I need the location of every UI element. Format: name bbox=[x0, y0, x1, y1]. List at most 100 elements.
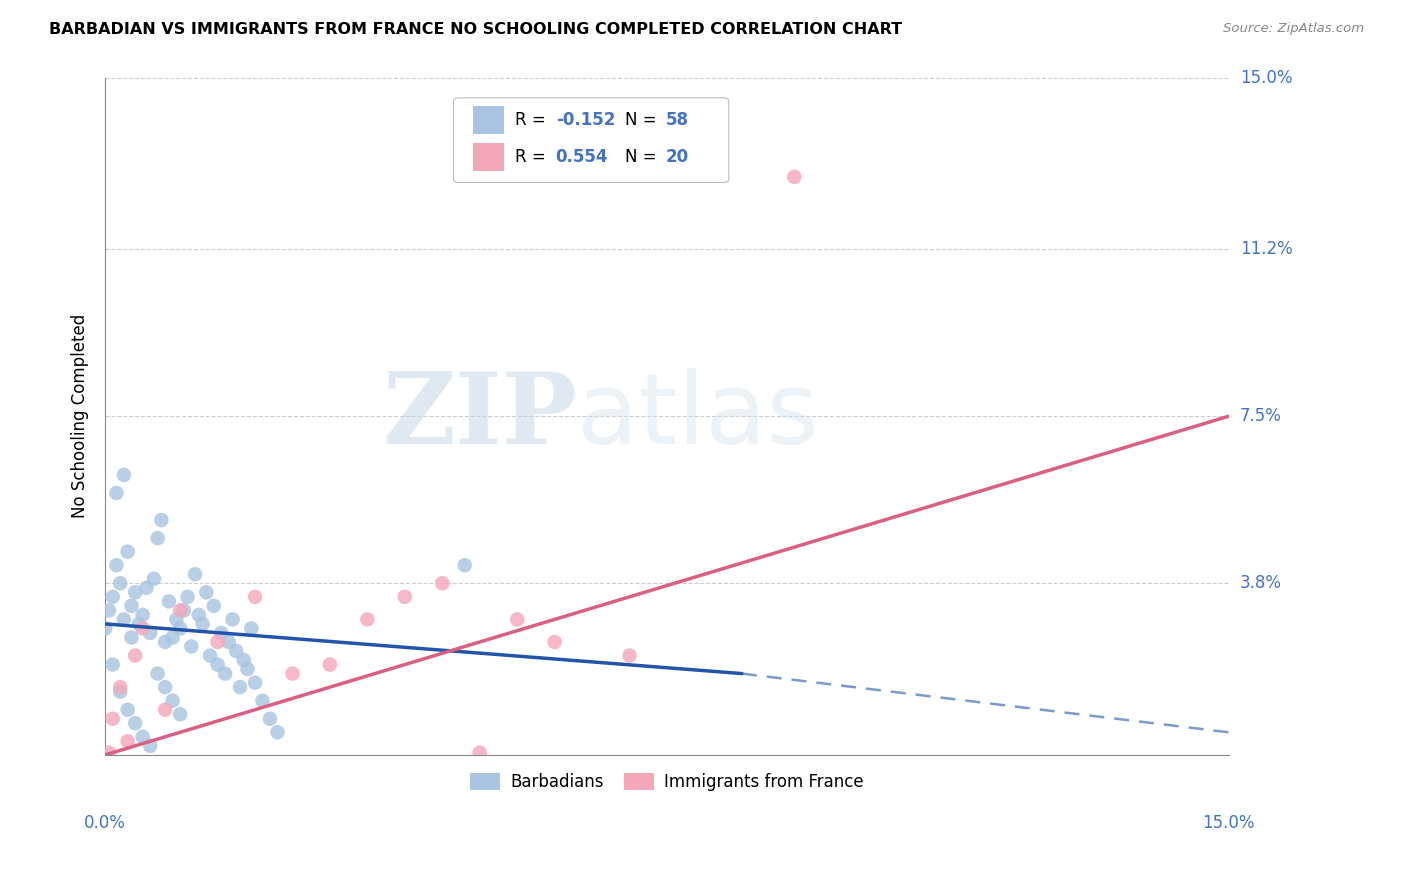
Point bbox=[169, 603, 191, 617]
Point bbox=[128, 616, 150, 631]
Point bbox=[207, 635, 229, 649]
Point bbox=[120, 599, 142, 613]
Point bbox=[198, 648, 221, 663]
Text: N =: N = bbox=[626, 148, 662, 166]
Point bbox=[146, 666, 169, 681]
Point bbox=[112, 467, 135, 482]
Point bbox=[105, 486, 128, 500]
Point bbox=[162, 694, 184, 708]
Point bbox=[432, 576, 454, 591]
FancyBboxPatch shape bbox=[472, 143, 505, 171]
Point bbox=[207, 657, 229, 672]
Point bbox=[266, 725, 288, 739]
Point bbox=[543, 635, 565, 649]
Point bbox=[139, 626, 162, 640]
Text: 58: 58 bbox=[666, 112, 689, 129]
Point bbox=[173, 603, 195, 617]
Point bbox=[165, 612, 187, 626]
Point bbox=[112, 612, 135, 626]
Point bbox=[162, 631, 184, 645]
Text: 15.0%: 15.0% bbox=[1202, 814, 1256, 831]
Point bbox=[124, 585, 146, 599]
Point bbox=[394, 590, 416, 604]
Point bbox=[506, 612, 529, 626]
Point bbox=[176, 590, 198, 604]
Point bbox=[191, 616, 214, 631]
Point bbox=[124, 648, 146, 663]
Point bbox=[468, 746, 491, 760]
Point bbox=[131, 730, 153, 744]
Text: N =: N = bbox=[626, 112, 662, 129]
Point bbox=[153, 680, 176, 694]
Point bbox=[108, 576, 131, 591]
Point bbox=[117, 544, 139, 558]
Point bbox=[108, 684, 131, 698]
Point bbox=[157, 594, 180, 608]
Point bbox=[221, 612, 243, 626]
Point bbox=[180, 640, 202, 654]
Point bbox=[259, 712, 281, 726]
Text: 20: 20 bbox=[666, 148, 689, 166]
Point bbox=[153, 635, 176, 649]
Point bbox=[319, 657, 342, 672]
Point bbox=[142, 572, 165, 586]
Point bbox=[454, 558, 477, 573]
Point bbox=[169, 622, 191, 636]
Point bbox=[281, 666, 304, 681]
Point bbox=[101, 590, 124, 604]
Text: R =: R = bbox=[515, 148, 551, 166]
Text: 3.8%: 3.8% bbox=[1240, 574, 1282, 592]
Point bbox=[209, 626, 232, 640]
Point bbox=[252, 694, 274, 708]
Text: 11.2%: 11.2% bbox=[1240, 240, 1292, 258]
Point bbox=[202, 599, 225, 613]
Point bbox=[131, 607, 153, 622]
Point bbox=[139, 739, 162, 753]
Text: atlas: atlas bbox=[576, 368, 818, 465]
Text: BARBADIAN VS IMMIGRANTS FROM FRANCE NO SCHOOLING COMPLETED CORRELATION CHART: BARBADIAN VS IMMIGRANTS FROM FRANCE NO S… bbox=[49, 22, 903, 37]
Point bbox=[225, 644, 247, 658]
Point bbox=[243, 675, 266, 690]
Point bbox=[243, 590, 266, 604]
Text: 15.0%: 15.0% bbox=[1240, 69, 1292, 87]
Point bbox=[169, 707, 191, 722]
Text: Source: ZipAtlas.com: Source: ZipAtlas.com bbox=[1223, 22, 1364, 36]
Point bbox=[94, 622, 117, 636]
Point bbox=[135, 581, 157, 595]
Point bbox=[120, 631, 142, 645]
FancyBboxPatch shape bbox=[472, 106, 505, 135]
Text: R =: R = bbox=[515, 112, 551, 129]
FancyBboxPatch shape bbox=[454, 98, 728, 183]
Y-axis label: No Schooling Completed: No Schooling Completed bbox=[72, 314, 89, 518]
Point bbox=[232, 653, 254, 667]
Point bbox=[108, 680, 131, 694]
Point bbox=[131, 622, 153, 636]
Text: -0.152: -0.152 bbox=[555, 112, 614, 129]
Point bbox=[214, 666, 236, 681]
Point bbox=[97, 746, 120, 760]
Point bbox=[117, 703, 139, 717]
Point bbox=[184, 567, 207, 582]
Point bbox=[356, 612, 378, 626]
Text: 7.5%: 7.5% bbox=[1240, 407, 1282, 425]
Point bbox=[218, 635, 240, 649]
Point bbox=[240, 622, 263, 636]
Point bbox=[783, 169, 806, 184]
Point bbox=[187, 607, 209, 622]
Point bbox=[236, 662, 259, 676]
Point bbox=[101, 657, 124, 672]
Point bbox=[124, 716, 146, 731]
Point bbox=[153, 703, 176, 717]
Point bbox=[229, 680, 252, 694]
Point bbox=[619, 648, 641, 663]
Point bbox=[105, 558, 128, 573]
Point bbox=[97, 603, 120, 617]
Text: ZIP: ZIP bbox=[382, 368, 576, 465]
Text: 0.554: 0.554 bbox=[555, 148, 609, 166]
Point bbox=[150, 513, 173, 527]
Point bbox=[117, 734, 139, 748]
Point bbox=[195, 585, 218, 599]
Point bbox=[101, 712, 124, 726]
Point bbox=[146, 531, 169, 545]
Legend: Barbadians, Immigrants from France: Barbadians, Immigrants from France bbox=[464, 766, 870, 797]
